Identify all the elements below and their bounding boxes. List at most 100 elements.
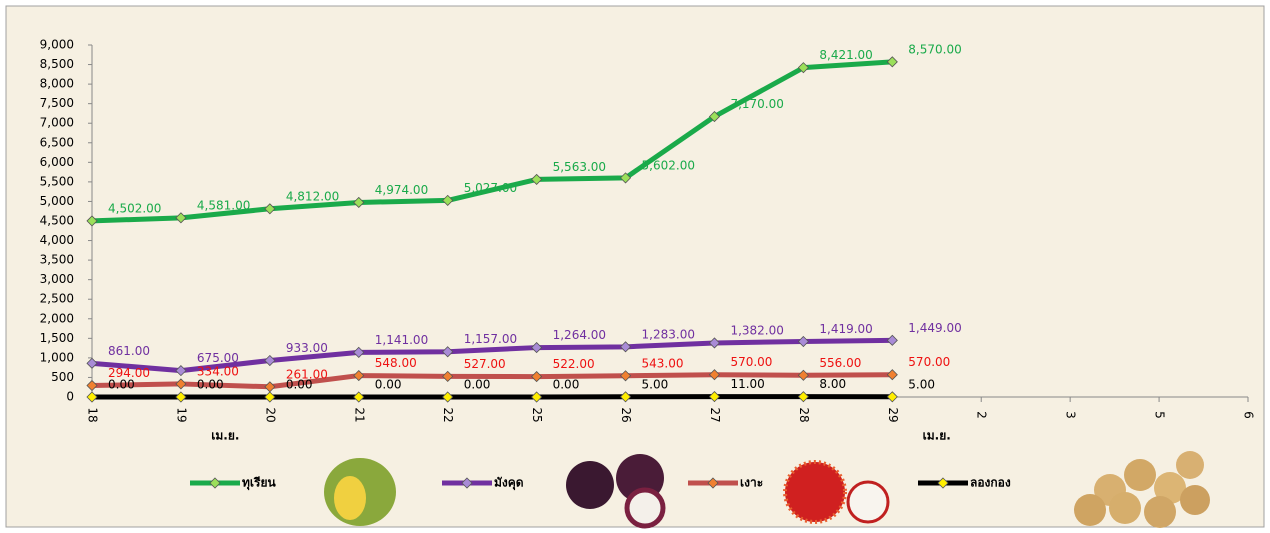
x-tick-label: 22 <box>441 407 455 422</box>
marker <box>797 369 809 381</box>
marker <box>86 357 98 369</box>
data-label: 861.00 <box>108 344 150 358</box>
data-label: 0.00 <box>553 378 580 392</box>
legend-label: มังคุด <box>494 476 524 491</box>
y-tick-label: 9,000 <box>40 38 74 52</box>
y-tick-label: 1,000 <box>40 350 74 364</box>
legend-marker <box>707 477 719 489</box>
marker <box>708 391 721 403</box>
month-label: เม.ย. <box>923 429 951 443</box>
y-tick-label: 3,500 <box>40 253 74 267</box>
marker <box>886 56 898 68</box>
y-tick-label: 8,000 <box>40 77 74 91</box>
marker <box>264 391 276 403</box>
data-label: 1,283.00 <box>642 327 695 341</box>
y-tick-label: 8,500 <box>40 57 74 71</box>
data-label: 5,563.00 <box>553 160 606 174</box>
marker <box>708 369 721 381</box>
data-label: 1,449.00 <box>908 321 961 335</box>
data-label: 11.00 <box>730 377 764 391</box>
y-tick-label: 2,000 <box>40 311 74 325</box>
marker <box>531 391 543 403</box>
marker <box>708 337 721 349</box>
series-line <box>91 372 893 390</box>
data-label: 1,419.00 <box>819 322 872 336</box>
data-label: 1,382.00 <box>730 323 783 337</box>
marker <box>86 391 98 403</box>
data-label: 543.00 <box>642 356 684 370</box>
data-label: 8,421.00 <box>819 48 872 62</box>
data-label: 0.00 <box>375 378 402 392</box>
legend-label: ลองกอง <box>970 476 1011 490</box>
y-tick-label: 7,000 <box>40 116 74 130</box>
data-label: 522.00 <box>553 357 595 371</box>
data-label: 5.00 <box>908 377 935 391</box>
x-tick-label: 2 <box>975 411 989 419</box>
marker <box>619 391 632 403</box>
data-label: 675.00 <box>197 351 239 365</box>
data-label: 570.00 <box>908 355 950 369</box>
data-label: 4,812.00 <box>286 189 339 203</box>
data-label: 0.00 <box>464 378 491 392</box>
marker <box>797 335 809 348</box>
x-tick-label: 25 <box>530 407 544 422</box>
data-label: 261.00 <box>286 367 328 381</box>
marker <box>175 391 187 403</box>
marker <box>442 346 454 358</box>
marker <box>797 62 809 74</box>
y-tick-label: 6,500 <box>40 135 74 149</box>
data-label: 1,141.00 <box>375 333 428 347</box>
data-label: 8,570.00 <box>908 42 961 56</box>
marker <box>531 173 543 185</box>
x-tick-label: 6 <box>1242 411 1256 419</box>
series-line <box>91 337 893 374</box>
marker <box>619 370 632 382</box>
data-label: 334.00 <box>197 364 239 378</box>
series-line <box>91 59 893 224</box>
y-tick-label: 2,500 <box>40 292 74 306</box>
marker <box>442 391 454 403</box>
marker <box>86 215 98 227</box>
y-tick-label: 5,000 <box>40 194 74 208</box>
data-label: 0.00 <box>286 378 313 392</box>
marker <box>353 370 365 382</box>
marker <box>442 194 454 206</box>
data-label: 527.00 <box>464 357 506 371</box>
data-label: 1,157.00 <box>464 332 517 346</box>
legend-marker <box>461 477 473 489</box>
y-tick-label: 3,000 <box>40 272 74 286</box>
y-tick-label: 0 <box>66 390 74 404</box>
marker <box>886 391 898 403</box>
data-label: 0.00 <box>197 378 224 392</box>
y-tick-label: 1,500 <box>40 331 74 345</box>
marker <box>619 341 632 353</box>
y-tick-label: 4,500 <box>40 214 74 228</box>
data-label: 570.00 <box>730 355 772 369</box>
legend-label: เงาะ <box>740 476 763 490</box>
marker <box>797 391 809 403</box>
marker <box>175 212 187 224</box>
x-tick-label: 18 <box>86 407 100 422</box>
marker <box>442 370 454 382</box>
x-tick-label: 28 <box>797 407 811 422</box>
x-tick-label: 19 <box>174 407 188 422</box>
data-label: 0.00 <box>108 378 135 392</box>
marker <box>353 391 365 403</box>
data-label: 556.00 <box>819 356 861 370</box>
marker <box>353 196 365 209</box>
marker <box>175 378 187 390</box>
x-tick-label: 26 <box>619 407 633 422</box>
legend-label: ทุเรียน <box>242 476 276 491</box>
marker <box>353 346 365 358</box>
fruit-durian <box>324 458 396 526</box>
y-tick-label: 5,500 <box>40 174 74 188</box>
legend-marker <box>209 477 221 489</box>
data-label: 4,581.00 <box>197 198 250 212</box>
x-tick-label: 3 <box>1064 411 1078 419</box>
data-label: 548.00 <box>375 356 417 370</box>
x-tick-label: 5 <box>1153 411 1167 419</box>
y-tick-label: 6,000 <box>40 155 74 169</box>
legend-marker <box>937 477 949 489</box>
data-label: 5.00 <box>642 377 669 391</box>
data-label: 8.00 <box>819 377 846 391</box>
